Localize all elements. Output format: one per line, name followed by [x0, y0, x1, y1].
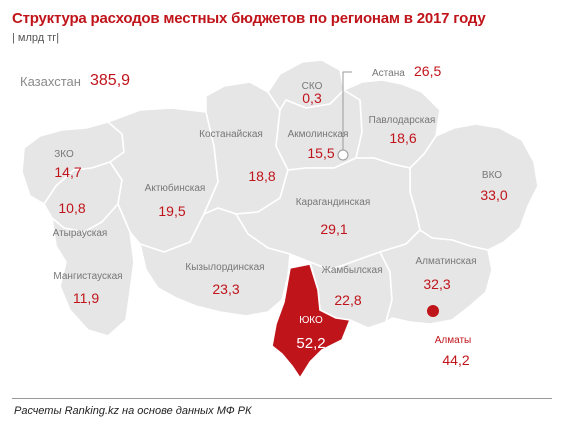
region-value-kostanay: 18,8 [248, 168, 275, 184]
region-value-zko: 14,7 [54, 164, 81, 180]
region-yuko[interactable] [271, 263, 351, 379]
region-name-kyzylorda: Кызылординская [185, 262, 264, 273]
region-name-atyrau: Атырауская [53, 228, 108, 239]
region-value-mangistau: 11,9 [73, 290, 99, 306]
region-value-kyzylorda: 23,3 [212, 281, 239, 297]
region-name-mangistau: Мангистауская [53, 271, 122, 282]
region-name-almaty-obl: Алматинская [416, 256, 477, 267]
region-name-yuko: ЮКО [299, 315, 323, 326]
region-value-karaganda: 29,1 [320, 221, 347, 237]
almaty-city-marker[interactable] [427, 305, 439, 317]
astana-marker [337, 71, 352, 161]
region-almaty-obl[interactable] [379, 229, 493, 325]
region-value-akmola: 15,5 [307, 145, 334, 161]
region-name-pavlodar: Павлодарская [369, 115, 436, 126]
region-name-almaty: Алматы [435, 335, 472, 346]
region-mangistau[interactable] [51, 203, 135, 337]
region-name-vko: ВКО [482, 170, 502, 181]
region-value-pavlodar: 18,6 [389, 130, 416, 146]
region-value-vko: 33,0 [480, 187, 507, 203]
unit-label: | млрд тг| [12, 32, 60, 44]
region-value-almaty-obl: 32,3 [423, 276, 450, 292]
region-name-zhambyl: Жамбылская [322, 264, 383, 276]
region-value-sko: 0,3 [302, 90, 322, 106]
region-name-sko: СКО [302, 81, 323, 92]
country-total: 385,9 [90, 72, 131, 89]
region-name-aktobe: Актюбинская [145, 182, 206, 194]
region-value-almaty: 44,2 [442, 352, 469, 368]
region-value-aktobe: 19,5 [158, 203, 185, 219]
region-name-karaganda: Карагандинская [296, 197, 371, 208]
region-name-zko: ЗКО [54, 149, 74, 160]
region-name-kostanay: Костанайская [199, 129, 263, 140]
region-name-astana: Астана [372, 68, 405, 79]
footer-divider [12, 398, 552, 399]
source-note: Расчеты Ranking.kz на основе данных МФ Р… [14, 405, 252, 417]
country-name: Казахстан [20, 74, 81, 89]
region-name-akmola: Акмолинская [288, 129, 349, 140]
region-value-zhambyl: 22,8 [334, 292, 361, 308]
region-value-astana: 26,5 [414, 63, 441, 79]
region-value-yuko: 52,2 [296, 335, 325, 352]
region-value-atyrau: 10,8 [58, 200, 85, 216]
chart-title: Структура расходов местных бюджетов по р… [12, 10, 486, 27]
